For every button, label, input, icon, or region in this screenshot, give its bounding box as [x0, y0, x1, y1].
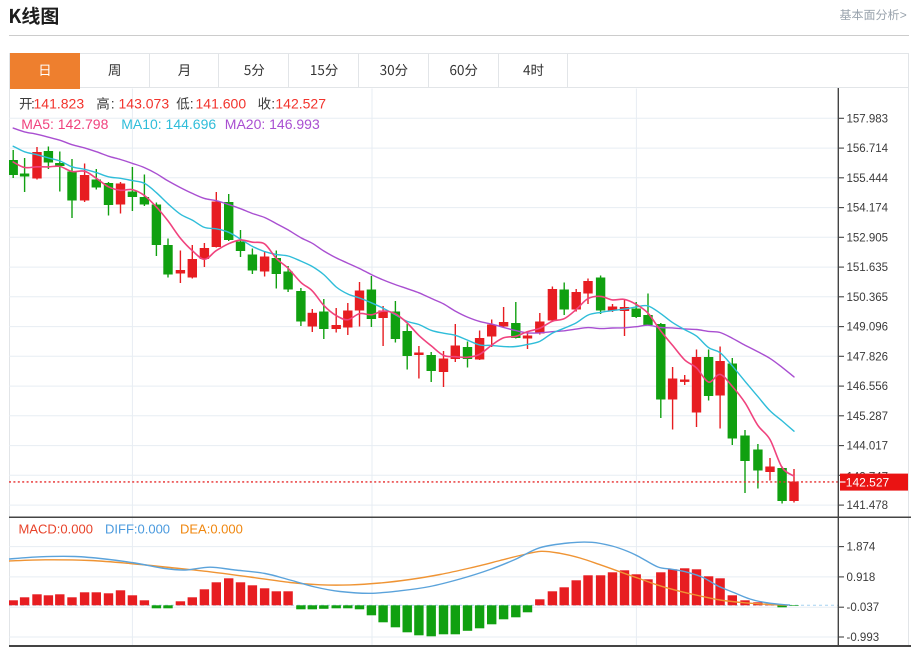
svg-text:151.635: 151.635 [847, 262, 889, 274]
svg-text:143.073: 143.073 [119, 96, 170, 112]
svg-text:156.714: 156.714 [847, 143, 889, 155]
svg-text:150.365: 150.365 [847, 292, 889, 304]
svg-text:145.287: 145.287 [847, 411, 889, 423]
svg-text:142.527: 142.527 [275, 96, 326, 112]
svg-text:-0.037: -0.037 [847, 602, 880, 614]
svg-text::: : [271, 96, 275, 112]
svg-text:MA5: 142.798: MA5: 142.798 [21, 116, 108, 132]
svg-text:DIFF:0.000: DIFF:0.000 [105, 522, 170, 537]
svg-text:141.478: 141.478 [847, 500, 889, 512]
svg-text:DEA:0.000: DEA:0.000 [180, 522, 243, 537]
svg-text:154.174: 154.174 [847, 203, 889, 215]
svg-text:MA10: 144.696: MA10: 144.696 [121, 116, 216, 132]
svg-text:MACD:0.000: MACD:0.000 [19, 522, 93, 537]
svg-text:141.600: 141.600 [196, 96, 247, 112]
svg-text::: : [190, 96, 194, 112]
svg-text::: : [111, 96, 115, 112]
svg-text::: : [31, 96, 35, 112]
svg-text:-0.993: -0.993 [847, 632, 880, 644]
svg-text:MA20: 146.993: MA20: 146.993 [225, 116, 320, 132]
svg-text:1.874: 1.874 [847, 542, 876, 554]
svg-text:146.556: 146.556 [847, 381, 889, 393]
svg-text:>: > [900, 8, 907, 22]
svg-text:147.826: 147.826 [847, 351, 889, 363]
svg-text:149.096: 149.096 [847, 322, 889, 334]
svg-text:0.918: 0.918 [847, 572, 876, 584]
svg-text:152.905: 152.905 [847, 232, 889, 244]
svg-text:157.983: 157.983 [847, 113, 889, 125]
svg-text:144.017: 144.017 [847, 441, 889, 453]
svg-text:141.823: 141.823 [34, 96, 85, 112]
svg-text:142.527: 142.527 [846, 475, 890, 489]
svg-text:155.444: 155.444 [847, 173, 889, 185]
